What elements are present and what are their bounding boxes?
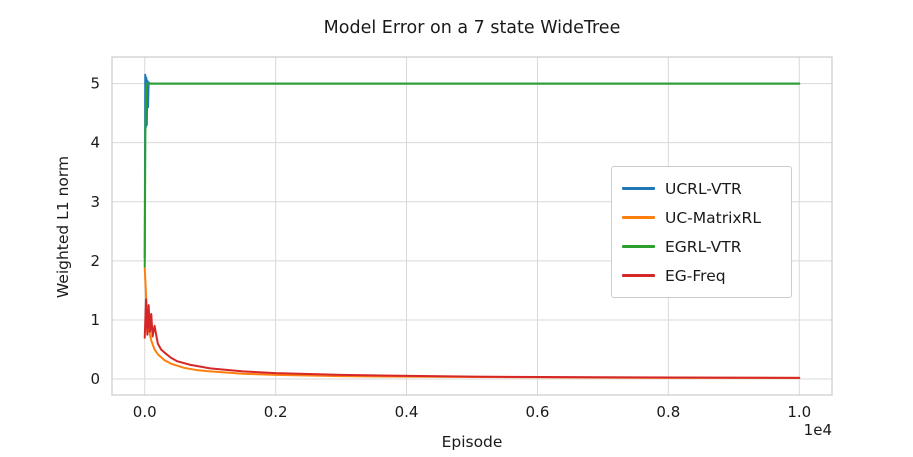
legend-swatch: [622, 216, 655, 219]
legend-entry: EG-Freq: [622, 261, 781, 290]
legend-label: UCRL-VTR: [665, 179, 742, 198]
x-tick-label: 0.6: [526, 403, 550, 421]
x-axis-label: Episode: [441, 433, 503, 451]
series-line-EGRL-VTR: [143, 82, 801, 268]
x-axis-offset-text: 1e4: [803, 421, 832, 439]
y-tick-label: 2: [90, 252, 100, 270]
axes-frame: [111, 56, 833, 396]
legend-label: UC-MatrixRL: [665, 208, 761, 227]
legend-entry: UC-MatrixRL: [622, 203, 781, 232]
legend-entry: UCRL-VTR: [622, 174, 781, 203]
x-tick-label: 0.0: [133, 403, 157, 421]
legend-swatch: [622, 274, 655, 277]
y-tick-label: 5: [90, 75, 100, 93]
legend-label: EG-Freq: [665, 266, 726, 285]
y-tick-label: 1: [90, 311, 100, 329]
legend-swatch: [622, 187, 655, 190]
legend: UCRL-VTR UC-MatrixRL EGRL-VTR EG-Freq: [611, 166, 792, 298]
y-tick-label: 4: [90, 134, 100, 152]
x-tick-label: 0.2: [264, 403, 288, 421]
chart-title: Model Error on a 7 state WideTree: [323, 18, 621, 38]
legend-label: EGRL-VTR: [665, 237, 742, 256]
y-tick-label: 0: [90, 370, 100, 388]
legend-swatch: [622, 245, 655, 248]
x-tick-label: 0.4: [395, 403, 419, 421]
legend-entry: EGRL-VTR: [622, 232, 781, 261]
y-axis-label: Weighted L1 norm: [54, 155, 72, 299]
series-line-EG-Freq: [143, 298, 801, 379]
x-tick-label: 1.0: [787, 403, 811, 421]
x-tick-label: 0.8: [656, 403, 680, 421]
y-tick-label: 3: [90, 193, 100, 211]
